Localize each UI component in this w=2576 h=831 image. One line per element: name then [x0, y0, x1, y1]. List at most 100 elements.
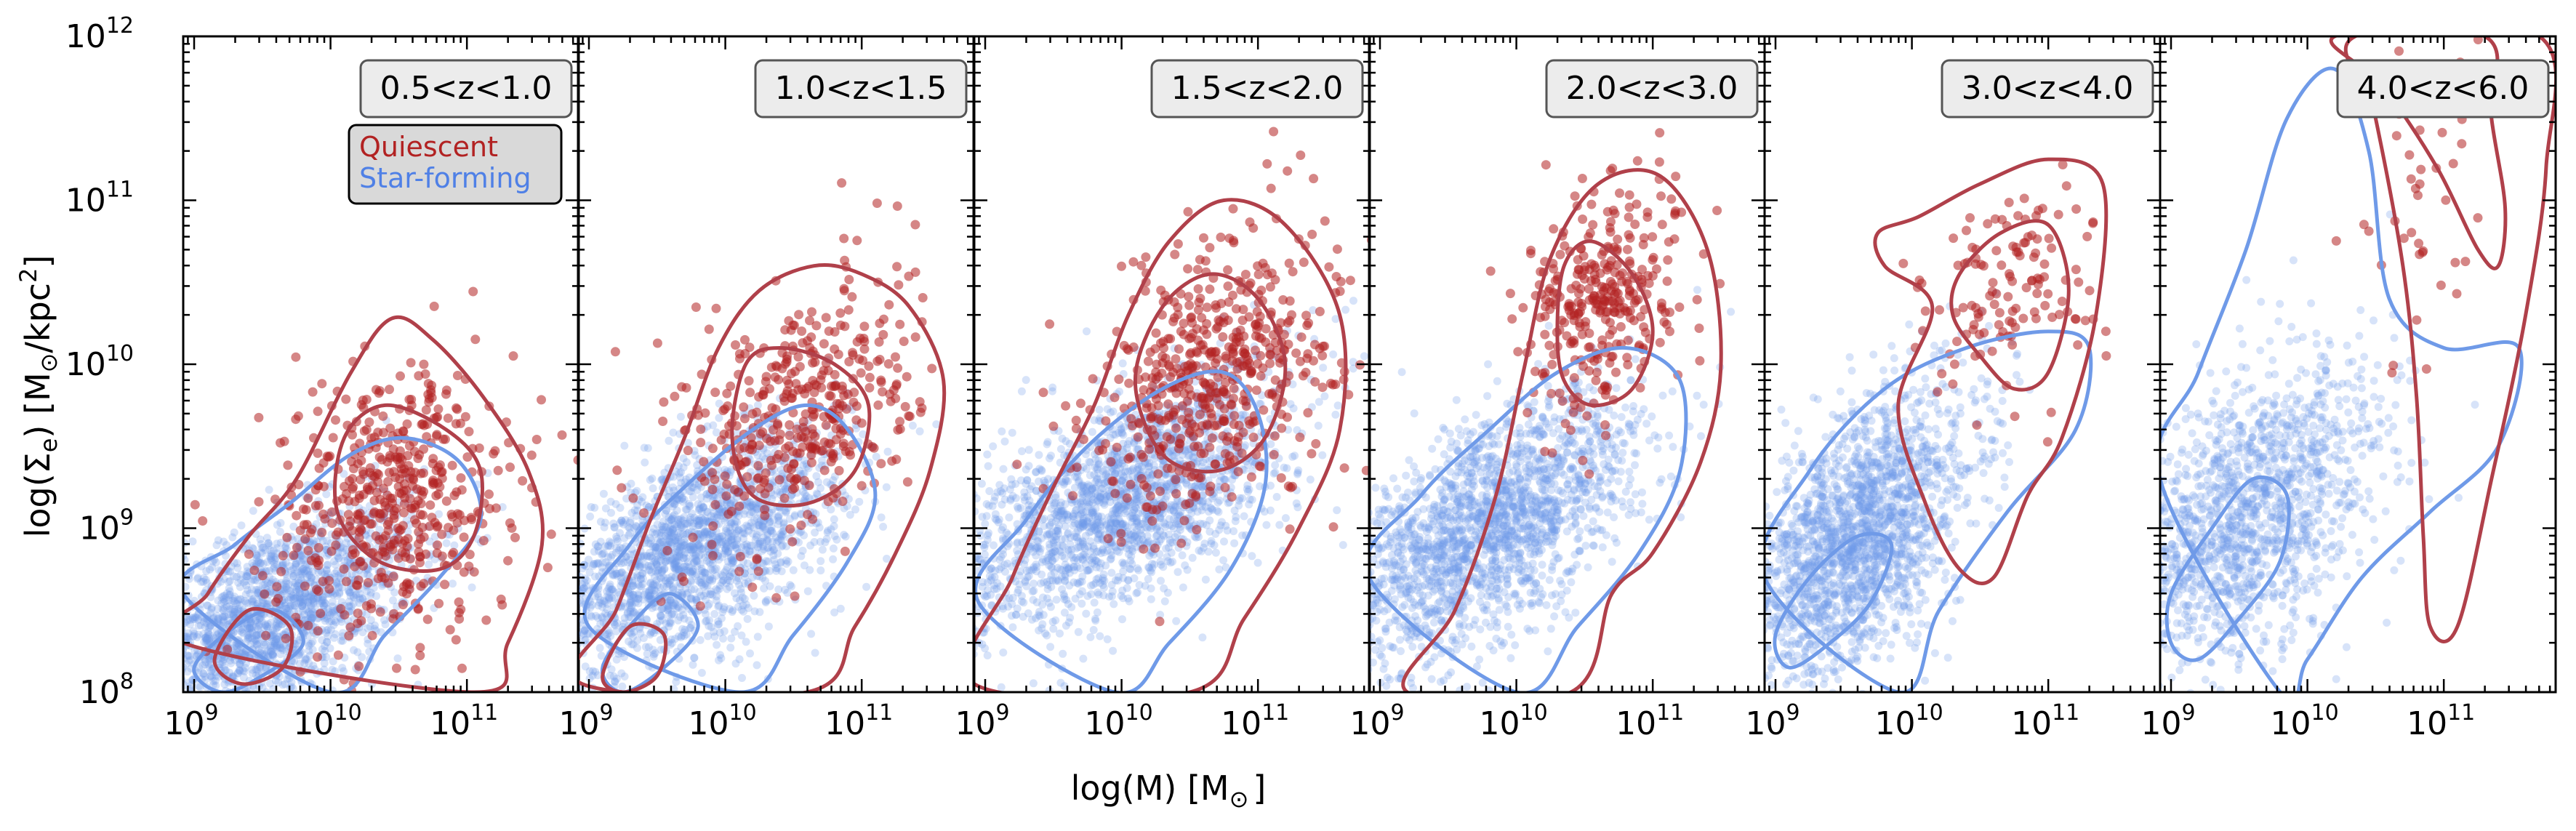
quiescent-points-point [860, 345, 870, 354]
quiescent-points-point [835, 308, 845, 318]
star-forming-points-point [140, 679, 148, 687]
star-forming-points-point [132, 662, 140, 670]
star-forming-points-point [579, 630, 587, 638]
star-forming-points-point [586, 667, 594, 675]
star-forming-points-point [168, 624, 176, 632]
star-forming-points-point [690, 654, 698, 662]
quiescent-points-point [375, 386, 385, 396]
quiescent-points-point [717, 435, 726, 445]
star-forming-points-point [630, 628, 638, 636]
star-forming-points-point [169, 646, 177, 654]
star-forming-points-point [816, 557, 824, 565]
star-forming-points-point [515, 645, 523, 653]
star-forming-points-point [855, 498, 863, 506]
star-forming-points-point [153, 689, 161, 697]
star-forming-points-point [529, 601, 537, 609]
star-forming-points-point [188, 752, 196, 760]
star-forming-points-point [141, 675, 149, 683]
star-forming-points-point [121, 736, 129, 744]
star-forming-points-point [738, 543, 746, 551]
star-forming-points-point [121, 611, 129, 619]
x-tick-label: 1010 [688, 700, 756, 742]
star-forming-points-point [117, 603, 125, 611]
quiescent-points-point [894, 280, 903, 289]
star-forming-points-point [87, 723, 95, 731]
star-forming-points-point [714, 617, 722, 625]
star-forming-points-point [157, 637, 165, 645]
star-forming-points-point [225, 705, 233, 713]
star-forming-points-point [270, 695, 278, 703]
quiescent-points-point [678, 572, 687, 582]
quiescent-points-point [789, 459, 798, 469]
quiescent-points-point [461, 412, 470, 422]
star-forming-points-point [139, 757, 147, 765]
quiescent-points-point [705, 324, 714, 334]
quiescent-points-point [834, 350, 843, 359]
star-forming-points-point [526, 664, 534, 672]
quiescent-points-point [612, 465, 622, 475]
quiescent-points-point [280, 437, 289, 446]
star-forming-points-point [489, 626, 497, 634]
star-forming-points-point [644, 444, 652, 452]
quiescent-points-point [391, 504, 401, 513]
star-forming-points-point [135, 675, 143, 683]
quiescent-points-point [405, 473, 414, 483]
star-forming-points-point [302, 654, 310, 662]
star-forming-points-point [318, 636, 326, 644]
star-forming-points-point [134, 681, 142, 689]
quiescent-points-point [468, 287, 478, 297]
star-forming-points-point [148, 694, 156, 702]
star-forming-points-point [697, 636, 705, 644]
star-forming-points-point [345, 586, 353, 594]
x-tick-label: 109 [558, 700, 613, 742]
star-forming-points-point [143, 609, 151, 617]
star-forming-points-point [108, 622, 116, 630]
quiescent-points-point [342, 577, 351, 586]
star-forming-points-point [202, 567, 210, 575]
quiescent-points-point [790, 592, 800, 601]
star-forming-points-point [592, 612, 600, 620]
quiescent-points-point [314, 501, 324, 510]
star-forming-points-point [665, 622, 673, 630]
star-forming-points-point [161, 639, 169, 647]
star-forming-points-point [148, 641, 156, 649]
star-forming-points-point [167, 619, 175, 627]
star-forming-points-point [137, 601, 145, 609]
quiescent-points-point [857, 481, 867, 491]
star-forming-points-point [162, 623, 170, 631]
star-forming-points-point [530, 607, 538, 615]
star-forming-points-point [160, 661, 168, 669]
quiescent-points-point [313, 449, 323, 458]
quiescent-points-point [859, 321, 869, 331]
star-forming-points-point [819, 546, 827, 554]
quiescent-points-point [856, 334, 865, 343]
star-forming-points-point [159, 681, 167, 689]
quiescent-points-point [374, 574, 383, 583]
quiescent-points-point [407, 504, 417, 513]
star-forming-points-point [268, 550, 276, 558]
star-forming-points-point [127, 771, 135, 779]
star-forming-points-point [105, 603, 113, 611]
star-forming-points-point [230, 529, 238, 537]
star-forming-points-point [137, 609, 145, 617]
star-forming-points-point [165, 622, 173, 630]
star-forming-points-point [609, 520, 617, 528]
quiescent-points-point [331, 540, 340, 550]
star-forming-points-point [632, 598, 640, 606]
star-forming-points-point [561, 610, 569, 618]
quiescent-points-point [258, 571, 268, 580]
quiescent-points-point [558, 430, 567, 440]
quiescent-points-point [787, 326, 796, 335]
star-forming-points-point [558, 523, 566, 531]
star-forming-points-point [289, 696, 297, 704]
quiescent-points-point [820, 466, 830, 475]
star-forming-points-point [667, 577, 675, 585]
quiescent-points-point [444, 414, 453, 423]
star-forming-points-point [811, 649, 819, 657]
quiescent-points-point [839, 441, 848, 451]
quiescent-points-point [444, 523, 453, 532]
star-forming-points-point [549, 545, 557, 553]
star-forming-points-point [697, 494, 705, 502]
star-forming-points-point [139, 672, 147, 680]
star-forming-points-point [297, 569, 305, 577]
